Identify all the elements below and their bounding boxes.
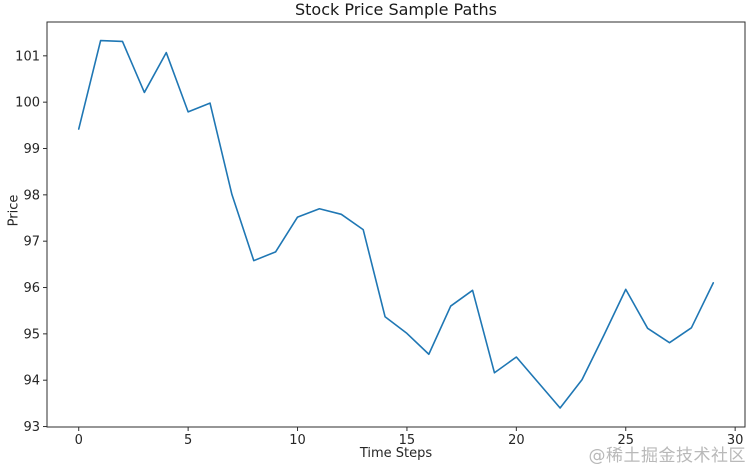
watermark: @稀土掘金技术社区	[588, 446, 746, 466]
plot-border	[46, 21, 746, 428]
x-tick-label: 0	[75, 433, 83, 448]
x-axis-label: Time Steps	[359, 446, 433, 461]
x-tick-label: 30	[727, 433, 744, 448]
price-line	[77, 39, 715, 409]
x-tick-label: 5	[184, 433, 192, 448]
y-tick-label: 93	[23, 420, 40, 435]
y-tick-label: 98	[23, 188, 40, 203]
x-tick-label: 10	[289, 433, 306, 448]
y-tick-label: 96	[23, 281, 40, 296]
x-tick-label: 20	[508, 433, 525, 448]
chart-title: Stock Price Sample Paths	[294, 0, 498, 19]
y-tick-label: 97	[23, 235, 40, 250]
y-axis-label: Price	[6, 194, 22, 227]
x-tick-label: 25	[617, 433, 634, 448]
y-tick-label: 101	[15, 49, 40, 64]
y-tick-label: 100	[15, 96, 40, 111]
y-tick-label: 99	[23, 142, 40, 157]
y-tick-label: 94	[23, 374, 40, 389]
x-tick-label: 15	[399, 433, 416, 448]
y-tick-label: 95	[23, 327, 40, 342]
